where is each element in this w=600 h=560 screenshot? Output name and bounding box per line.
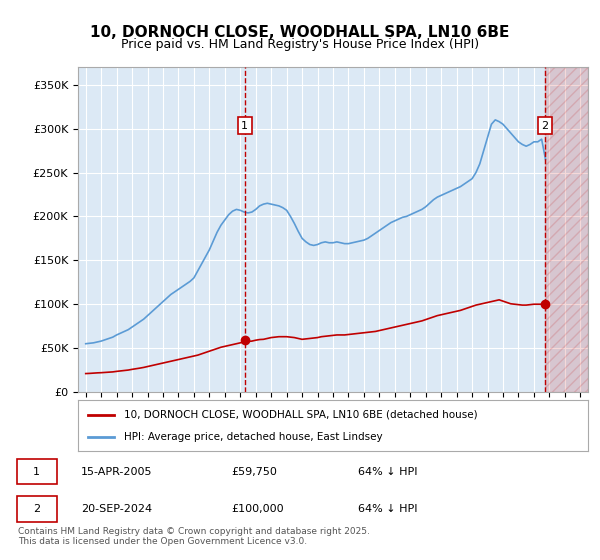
Text: 2: 2: [33, 504, 40, 514]
Text: 1: 1: [33, 467, 40, 477]
Text: 10, DORNOCH CLOSE, WOODHALL SPA, LN10 6BE: 10, DORNOCH CLOSE, WOODHALL SPA, LN10 6B…: [91, 25, 509, 40]
Text: 20-SEP-2024: 20-SEP-2024: [81, 504, 152, 514]
Text: 64% ↓ HPI: 64% ↓ HPI: [358, 504, 417, 514]
Text: HPI: Average price, detached house, East Lindsey: HPI: Average price, detached house, East…: [124, 432, 383, 442]
Text: £59,750: £59,750: [231, 467, 277, 477]
Text: 15-APR-2005: 15-APR-2005: [81, 467, 152, 477]
Text: 10, DORNOCH CLOSE, WOODHALL SPA, LN10 6BE (detached house): 10, DORNOCH CLOSE, WOODHALL SPA, LN10 6B…: [124, 409, 478, 419]
Bar: [545, 67, 588, 392]
Text: £100,000: £100,000: [231, 504, 284, 514]
Text: 2: 2: [541, 120, 548, 130]
Text: 64% ↓ HPI: 64% ↓ HPI: [358, 467, 417, 477]
FancyBboxPatch shape: [17, 496, 57, 521]
Text: 1: 1: [241, 120, 248, 130]
Text: Price paid vs. HM Land Registry's House Price Index (HPI): Price paid vs. HM Land Registry's House …: [121, 38, 479, 50]
FancyBboxPatch shape: [17, 459, 57, 484]
Text: Contains HM Land Registry data © Crown copyright and database right 2025.
This d: Contains HM Land Registry data © Crown c…: [18, 526, 370, 546]
